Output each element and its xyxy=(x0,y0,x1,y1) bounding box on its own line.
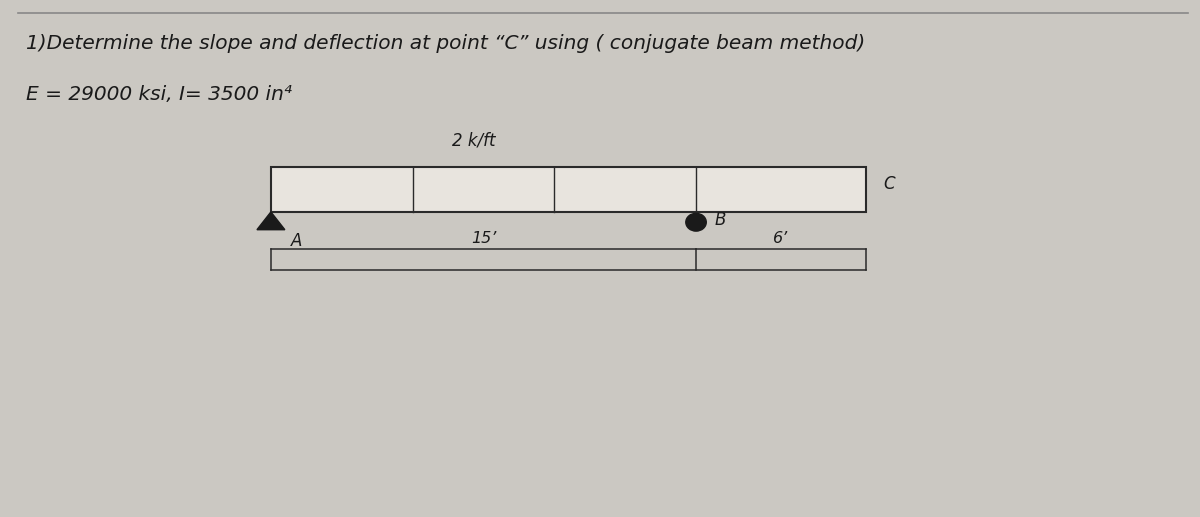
Text: A: A xyxy=(292,232,302,250)
Text: 15’: 15’ xyxy=(470,231,496,246)
Text: C: C xyxy=(883,175,894,193)
Text: 1)Determine the slope and deflection at point “C” using ( conjugate beam method): 1)Determine the slope and deflection at … xyxy=(26,34,865,53)
Polygon shape xyxy=(257,212,284,230)
Text: E = 29000 ksi, I= 3500 in⁴: E = 29000 ksi, I= 3500 in⁴ xyxy=(26,85,293,104)
Text: B: B xyxy=(715,211,726,230)
Text: 2 k/ft: 2 k/ft xyxy=(452,132,496,149)
Ellipse shape xyxy=(686,214,707,231)
Text: 6’: 6’ xyxy=(774,231,788,246)
Bar xyxy=(271,168,866,212)
